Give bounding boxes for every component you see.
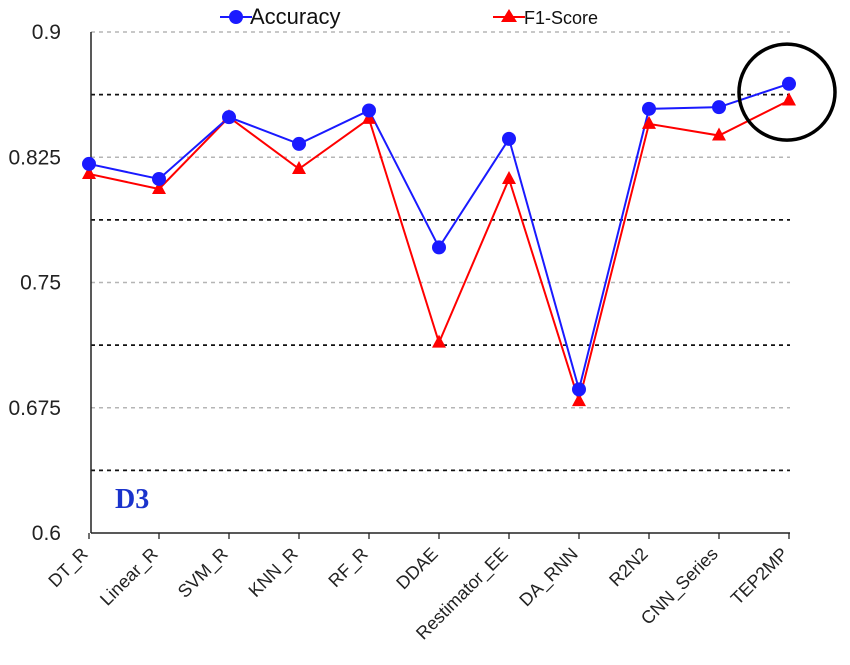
data-point-accuracy	[82, 156, 96, 171]
x-tick-label: SVM_R	[174, 544, 233, 603]
x-axis: DT_R Linear_R SVM_R KNN_R RF_R DDAERestimator…	[44, 532, 792, 644]
legend-accuracy-marker	[229, 10, 243, 24]
data-point-f1	[642, 115, 656, 129]
x-tick-label: DA_RNN	[515, 544, 582, 611]
panel-label: D3	[115, 484, 149, 515]
x-tick-label: KNN_R	[245, 544, 303, 602]
data-point-accuracy	[432, 240, 446, 255]
data-point-accuracy	[362, 103, 376, 118]
highlight-circle	[737, 42, 837, 142]
legend: Accuracy F1-Score	[220, 4, 598, 29]
data-point-accuracy	[572, 382, 586, 397]
data-point-f1	[782, 92, 796, 106]
data-point-f1	[152, 180, 166, 194]
x-tick-label: DDAE	[392, 544, 442, 594]
x-tick-label: RF_R	[324, 544, 372, 592]
series-layer	[82, 76, 796, 407]
data-point-f1	[712, 127, 726, 141]
y-tick-label: 0.825	[8, 146, 61, 169]
y-tick-label: 0.9	[32, 21, 61, 44]
x-tick-label: Linear_R	[96, 544, 163, 611]
data-point-accuracy	[642, 101, 656, 116]
x-tick-label: R2N2	[605, 544, 652, 591]
data-point-f1	[502, 170, 516, 184]
data-point-accuracy	[782, 76, 796, 91]
data-point-accuracy	[152, 171, 166, 186]
y-tick-label: 0.6	[32, 522, 61, 545]
legend-f1-label: F1-Score	[524, 8, 598, 28]
data-point-accuracy	[222, 110, 236, 125]
x-tick-label: DT_R	[44, 544, 92, 592]
y-tick-label: 0.675	[8, 397, 61, 420]
data-point-accuracy	[292, 136, 306, 151]
data-point-f1	[82, 165, 96, 179]
y-axis: 0.6 0.675 0.75 0.825 0.9	[8, 21, 92, 545]
data-point-f1	[432, 334, 446, 348]
data-point-accuracy	[712, 100, 726, 115]
data-point-accuracy	[502, 131, 516, 146]
legend-f1-marker	[501, 9, 517, 22]
data-point-f1	[292, 160, 306, 174]
data-point-f1	[572, 393, 586, 407]
legend-accuracy-label: Accuracy	[250, 4, 340, 29]
x-tick-label: TEP2MP	[727, 544, 792, 609]
y-tick-label: 0.75	[20, 272, 61, 295]
